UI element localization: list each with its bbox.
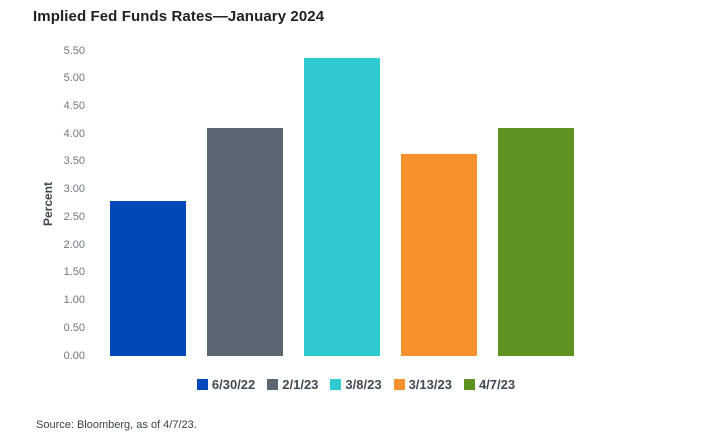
chart-title: Implied Fed Funds Rates—January 2024	[33, 8, 325, 25]
legend-item-3-8-23: 3/8/23	[330, 377, 382, 392]
y-tick-label: 1.00	[63, 294, 85, 307]
legend-label: 3/13/23	[408, 377, 452, 392]
y-tick-label: 5.00	[63, 72, 85, 85]
y-tick-label: 1.50	[63, 266, 85, 279]
y-tick-label: 4.50	[63, 99, 85, 112]
legend-item-3-13-23: 3/13/23	[393, 377, 452, 392]
legend: 6/30/22 2/1/23 3/8/23 3/13/23 4/7/23	[0, 377, 712, 392]
y-tick-label: 0.00	[63, 349, 85, 362]
legend-item-4-7-23: 4/7/23	[463, 377, 516, 392]
bar-3-13-23	[401, 153, 477, 356]
y-tick-label: 5.50	[63, 44, 85, 57]
legend-item-6-30-22: 6/30/22	[196, 377, 256, 392]
y-tick-label: 3.50	[63, 155, 85, 168]
bar-6-30-22	[110, 200, 186, 356]
source-note: Source: Bloomberg, as of 4/7/23.	[36, 419, 197, 431]
bar-4-7-23	[498, 127, 574, 356]
y-tick-label: 0.50	[63, 321, 85, 334]
legend-label: 4/7/23	[478, 377, 516, 392]
legend-swatch-icon	[393, 379, 405, 390]
legend-label: 2/1/23	[282, 377, 319, 392]
legend-swatch-icon	[196, 379, 208, 390]
legend-label: 6/30/22	[211, 377, 256, 392]
legend-label: 3/8/23	[345, 377, 382, 392]
y-tick-label: 3.00	[63, 183, 85, 196]
legend-swatch-icon	[330, 379, 342, 390]
bar-2-1-23	[207, 127, 283, 356]
legend-item-2-1-23: 2/1/23	[267, 377, 318, 392]
legend-swatch-icon	[463, 379, 475, 390]
legend-swatch-icon	[267, 379, 279, 390]
y-tick-label: 4.00	[63, 127, 85, 140]
bar-3-8-23	[304, 57, 380, 356]
y-tick-label: 2.50	[63, 210, 85, 223]
y-tick-label: 2.00	[63, 238, 85, 251]
